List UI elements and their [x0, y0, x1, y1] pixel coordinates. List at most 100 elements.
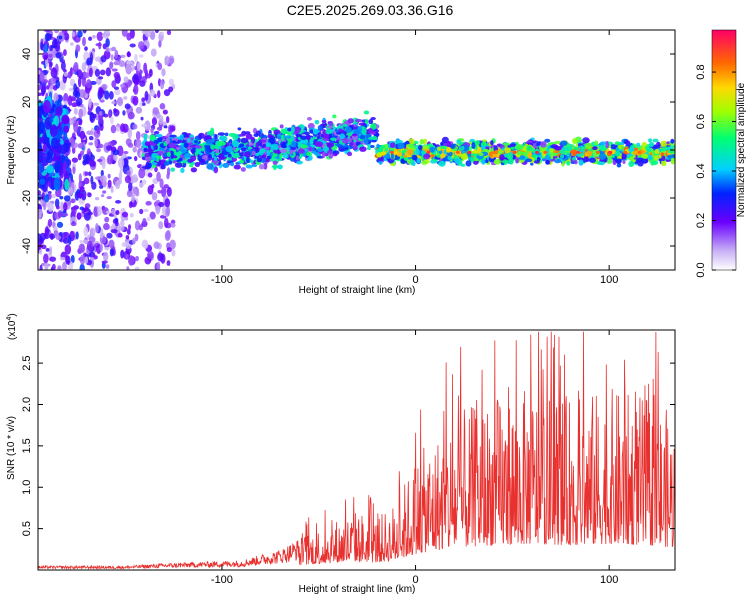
spectrogram-cell [297, 148, 305, 154]
spectrogram-cell [76, 192, 84, 198]
spectrogram-cell [119, 167, 123, 174]
spectrogram-cell [325, 129, 332, 135]
spectrogram-cell [463, 144, 470, 152]
spectrogram-cell [621, 153, 627, 160]
spectrogram-cell [55, 106, 63, 116]
spectrogram-cell [78, 108, 84, 119]
spectrogram-peak [637, 150, 642, 154]
spectrogram-cell [38, 121, 46, 134]
spectrogram-cell [127, 224, 132, 230]
snr-scale-base: (x10 [7, 320, 18, 340]
spectrogram-cell [420, 150, 426, 155]
spectrogram-cell [493, 158, 501, 165]
spectrogram-cell [71, 31, 76, 38]
spectrogram-cell [127, 255, 135, 266]
spectrogram-cell [411, 154, 418, 161]
spectrogram-cell [365, 118, 369, 125]
spectrogram-cell [566, 160, 571, 166]
spectrogram-cell [169, 125, 176, 132]
spectrogram-cell [133, 73, 139, 81]
spectrogram-cell [314, 119, 320, 125]
spectrogram-cell [378, 160, 383, 165]
spectrogram-cell [89, 52, 94, 63]
spectrogram-cell [349, 142, 354, 146]
spectrogram-cell [377, 152, 381, 158]
spectrogram-cell [63, 131, 68, 139]
spectrogram-cell [106, 145, 113, 151]
spectrogram-cell [83, 72, 91, 79]
spectrogram-cell [144, 153, 151, 158]
spectrogram-cell [55, 52, 62, 59]
spectrogram-cell [124, 175, 132, 184]
spectrogram-cell [129, 212, 134, 218]
spectrogram-cell [536, 156, 541, 162]
spectrogram-peak [575, 150, 580, 154]
spectrogram-cell [180, 149, 188, 153]
spectrogram-cell [108, 239, 115, 249]
spectrogram-cell [250, 159, 254, 163]
spectrogram-cell [89, 257, 95, 261]
spectrogram-cell [121, 211, 129, 218]
spectrogram-cell [429, 146, 435, 153]
spectrogram-cell [57, 210, 63, 219]
spectrogram-cell [42, 137, 50, 145]
spectrogram-cell [317, 125, 323, 131]
spectrogram-cell [132, 123, 138, 130]
spectrogram-cell [627, 147, 635, 152]
spectrogram-cell [147, 250, 154, 260]
spectrogram-cell [96, 148, 102, 153]
spectrogram-cell [300, 144, 308, 149]
spectrogram-cell [113, 108, 117, 113]
spectrogram-cell [339, 133, 346, 140]
spectrogram-cell [166, 30, 172, 36]
spectrogram-cell [159, 103, 166, 110]
snr-ytick-label: 2.5 [21, 355, 33, 370]
spectrogram-cell [152, 107, 159, 115]
spectrogram-cell [422, 145, 429, 150]
spectrogram-cell [238, 133, 245, 137]
spectrogram-cell [38, 84, 42, 91]
spectrogram-peak [534, 150, 539, 154]
spectrogram-cell [138, 168, 146, 179]
snr-xtick-label: -100 [211, 574, 233, 586]
spectrogram-cell [62, 238, 70, 244]
spectrogram-cell [189, 144, 197, 148]
spectrogram-cell [342, 123, 348, 128]
spectrogram-cell [43, 253, 49, 264]
spectrogram-cell [64, 178, 70, 191]
spectrogram-cell [118, 60, 126, 67]
spectrogram-cell [132, 173, 138, 183]
spectrogram-cell [73, 107, 78, 115]
spectrogram-cell [648, 138, 652, 143]
spectrogram-cell [614, 150, 621, 157]
spectrogram-cell [164, 198, 171, 208]
spectrogram-peak [467, 150, 472, 154]
spectrogram-cell [564, 146, 573, 152]
spectrogram-cell [105, 264, 110, 269]
spectrogram-cell [670, 157, 675, 165]
spectrogram-cell [117, 232, 123, 238]
spectrogram-cell [592, 146, 598, 151]
spectrogram-cell [126, 228, 131, 235]
spectrogram-cell [59, 195, 64, 200]
spectrogram-cell [163, 125, 168, 129]
spectrogram-cell [554, 159, 562, 164]
spectrogram-cell [240, 167, 246, 172]
spectrogram-cell [161, 186, 167, 198]
spectrogram-cell [163, 217, 169, 229]
spectrogram-cell [141, 123, 147, 128]
spectrogram-cell [86, 79, 92, 89]
spectrogram-cell [165, 137, 170, 145]
spectrogram-cell [415, 149, 420, 156]
spectrogram-cell [118, 171, 123, 181]
spectrogram-cell [132, 187, 140, 195]
spectrogram-cell [151, 192, 158, 201]
spectrogram-cell [158, 40, 162, 48]
spectrogram-cell [150, 48, 157, 57]
spectrogram-cell [168, 160, 173, 165]
spectrogram-cell [147, 172, 153, 178]
spectrogram-cell [107, 179, 112, 188]
spectrogram-cell [194, 139, 198, 144]
spectrogram-cell [162, 109, 168, 115]
